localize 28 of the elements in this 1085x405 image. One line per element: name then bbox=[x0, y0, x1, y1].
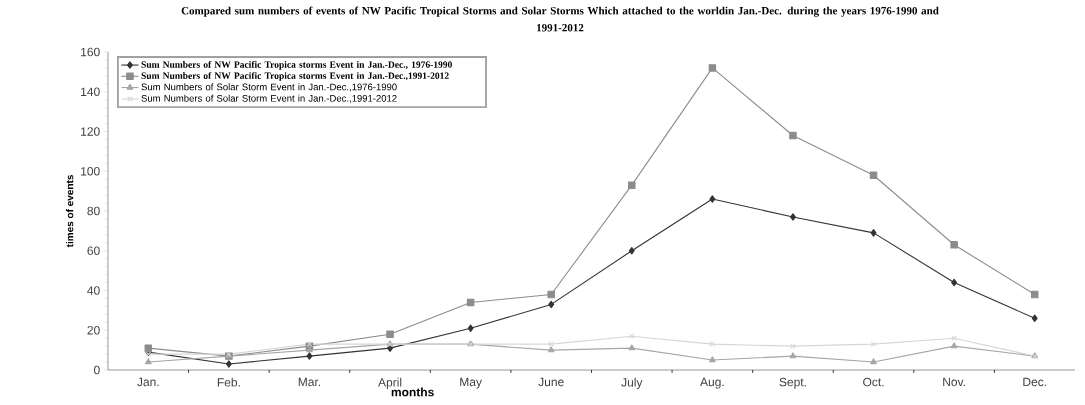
x-tick-label: Oct. bbox=[863, 377, 884, 387]
x-tick-label: April bbox=[378, 377, 402, 389]
legend-label: Sum Numbers of Solar Storm Event in Jan.-Dec.,1991-2012 bbox=[141, 94, 397, 103]
x-tick-label: July bbox=[621, 377, 643, 389]
x-tick-label: May bbox=[460, 377, 482, 389]
x-tick-label: Mar. bbox=[298, 377, 321, 387]
y-tick-label: 80 bbox=[87, 206, 100, 216]
legend-label: Sum Numbers of NW Pacific Tropica storms Event in Jan.-Dec.,1991-2012 bbox=[141, 72, 449, 81]
y-tick-label: 100 bbox=[81, 167, 100, 176]
x-tick-label: Dec. bbox=[1023, 377, 1046, 387]
legend-label: Sum Numbers of Solar Storm Event in Jan.-Dec.,1976-1990 bbox=[141, 83, 397, 92]
y-axis-title: times of events bbox=[65, 175, 74, 248]
y-tick-label: 0 bbox=[94, 365, 100, 375]
x-tick-label: Feb. bbox=[217, 377, 240, 387]
x-tick-label: Nov. bbox=[943, 377, 965, 387]
y-tick-label: 140 bbox=[81, 87, 100, 96]
x-tick-label: Aug. bbox=[700, 377, 724, 389]
y-tick-label: 120 bbox=[81, 127, 100, 136]
x-tick-label: Jan. bbox=[137, 377, 159, 387]
chart-title: Compared sum numbers of events of NW Pacific Tropical Storms and Solar Storms Which attached to the worldin Jan.-Dec. during the years 1976-1990 and 1991-2012 bbox=[181, 6, 939, 32]
y-tick-label: 160 bbox=[81, 47, 100, 57]
x-tick-label: Sept. bbox=[779, 377, 806, 389]
y-tick-label: 40 bbox=[87, 286, 100, 295]
y-tick-label: 60 bbox=[87, 246, 100, 255]
y-tick-label: 20 bbox=[87, 326, 100, 335]
x-axis-title: months bbox=[391, 387, 434, 397]
legend-label: Sum Numbers of NW Pacific Tropica storms Event in Jan.-Dec., 1976-1990 bbox=[141, 60, 452, 70]
x-tick-label: June bbox=[538, 377, 564, 387]
